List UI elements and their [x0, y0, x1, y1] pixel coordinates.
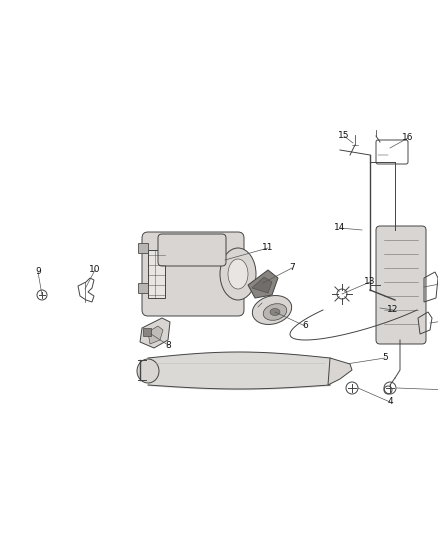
Text: 8: 8 [165, 341, 171, 350]
FancyBboxPatch shape [142, 232, 244, 316]
Text: 14: 14 [334, 223, 346, 232]
Text: 9: 9 [35, 268, 41, 277]
Polygon shape [148, 326, 163, 344]
Text: 11: 11 [262, 244, 274, 253]
Ellipse shape [252, 295, 292, 325]
Ellipse shape [137, 359, 159, 383]
Text: 15: 15 [338, 132, 350, 141]
Ellipse shape [220, 248, 256, 300]
FancyBboxPatch shape [376, 226, 426, 344]
Polygon shape [252, 277, 272, 293]
Text: 13: 13 [364, 278, 376, 287]
FancyBboxPatch shape [158, 234, 226, 266]
Ellipse shape [270, 309, 280, 316]
Bar [138, 283, 148, 293]
Polygon shape [148, 250, 165, 298]
Text: 7: 7 [289, 263, 295, 272]
Ellipse shape [228, 259, 248, 289]
Text: 5: 5 [382, 353, 388, 362]
Text: 16: 16 [402, 133, 414, 142]
Polygon shape [248, 270, 278, 298]
Text: 12: 12 [387, 305, 399, 314]
Polygon shape [328, 358, 352, 385]
Bar [138, 243, 148, 253]
Polygon shape [140, 318, 170, 348]
Text: 10: 10 [89, 265, 101, 274]
Ellipse shape [263, 304, 287, 320]
Bar [143, 328, 151, 336]
Text: 6: 6 [302, 321, 308, 330]
Text: 4: 4 [387, 398, 393, 407]
